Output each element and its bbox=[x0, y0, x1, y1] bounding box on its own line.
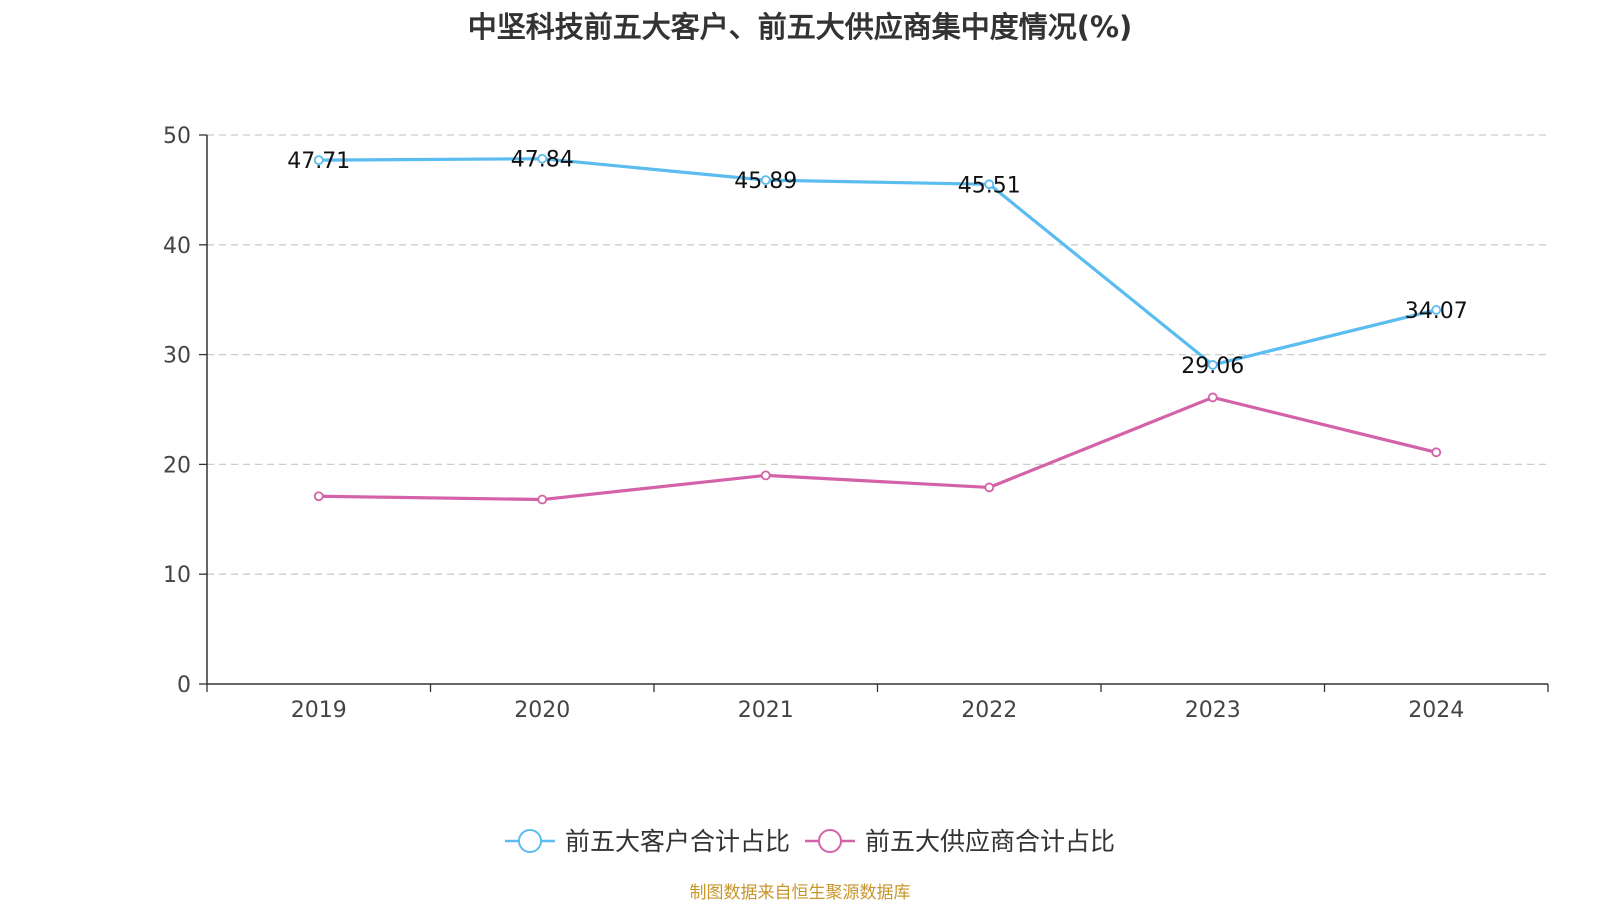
data-label: 47.71 bbox=[287, 149, 350, 174]
y-tick-label: 10 bbox=[163, 563, 191, 588]
data-label: 45.89 bbox=[734, 169, 797, 194]
data-label: 34.07 bbox=[1405, 299, 1468, 324]
data-point bbox=[537, 153, 548, 164]
y-tick-label: 20 bbox=[163, 453, 191, 478]
data-point bbox=[313, 155, 324, 166]
data-point bbox=[537, 494, 548, 505]
data-label: 45.51 bbox=[958, 173, 1021, 198]
data-point bbox=[760, 470, 771, 481]
data-point bbox=[1431, 447, 1442, 458]
series-line-0 bbox=[318, 157, 1437, 367]
chart-title: 中坚科技前五大客户、前五大供应商集中度情况(%) bbox=[467, 10, 1133, 44]
data-point bbox=[984, 179, 995, 190]
source-note: 制图数据来自恒生聚源数据库 bbox=[689, 883, 911, 900]
data-point bbox=[1431, 305, 1442, 315]
x-tick-label: 2021 bbox=[738, 698, 794, 723]
series-line-1 bbox=[318, 395, 1437, 502]
y-tick-label: 40 bbox=[163, 234, 191, 259]
y-tick-label: 30 bbox=[163, 344, 191, 369]
data-point bbox=[1207, 360, 1218, 370]
legend-label: 前五大客户合计占比 bbox=[565, 827, 790, 856]
x-tick-label: 2023 bbox=[1185, 698, 1241, 723]
x-tick-label: 2019 bbox=[291, 698, 347, 723]
data-label: 29.06 bbox=[1181, 354, 1244, 379]
y-tick-label: 0 bbox=[177, 673, 191, 698]
x-tick-label: 2022 bbox=[961, 698, 1017, 723]
x-tick-label: 2024 bbox=[1408, 698, 1464, 723]
y-tick-label: 50 bbox=[163, 124, 191, 149]
legend-label: 前五大供应商合计占比 bbox=[865, 827, 1115, 856]
x-tick-label: 2020 bbox=[514, 698, 570, 723]
legend-marker bbox=[518, 829, 542, 853]
data-label: 47.84 bbox=[511, 148, 574, 173]
data-point bbox=[760, 175, 771, 186]
data-point bbox=[313, 491, 324, 502]
data-point bbox=[984, 482, 995, 493]
legend-marker bbox=[818, 829, 842, 853]
data-point bbox=[1207, 392, 1218, 403]
